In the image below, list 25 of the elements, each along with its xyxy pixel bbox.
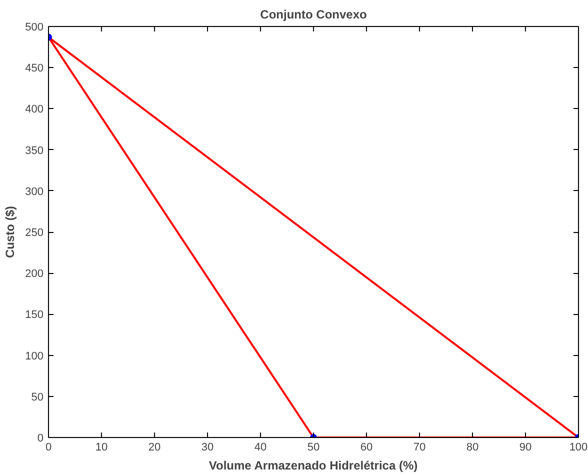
x-axis-title: Volume Armazenado Hidrelétrica (%) [208, 458, 418, 472]
y-tick-label: 0 [37, 432, 44, 444]
x-tick-label: 80 [466, 442, 479, 454]
x-tick-label: 70 [413, 442, 426, 454]
x-tick-label: 10 [95, 442, 108, 454]
y-tick-label: 400 [25, 104, 44, 116]
x-tick-label: 40 [254, 442, 267, 454]
x-tick-label: 30 [201, 442, 214, 454]
y-tick-label: 350 [25, 144, 44, 157]
x-tick-label: 90 [519, 442, 532, 454]
x-tick-label: 100 [569, 442, 588, 454]
x-tick-label: 60 [360, 442, 373, 454]
y-tick-label: 50 [31, 391, 44, 404]
y-tick-label: 250 [25, 227, 44, 239]
y-tick-label: 200 [25, 268, 44, 280]
x-tick-label: 0 [45, 442, 52, 454]
y-tick-label: 500 [25, 22, 44, 34]
x-tick-label: 50 [307, 442, 320, 454]
y-tick-label: 450 [25, 62, 44, 75]
chart-title: Conjunto Convexo [260, 8, 367, 22]
y-tick-label: 300 [25, 186, 44, 198]
y-tick-label: 150 [25, 309, 44, 322]
y-tick-label: 100 [25, 350, 44, 362]
x-tick-label: 20 [148, 442, 161, 454]
y-axis-title: Custo ($) [3, 206, 18, 258]
